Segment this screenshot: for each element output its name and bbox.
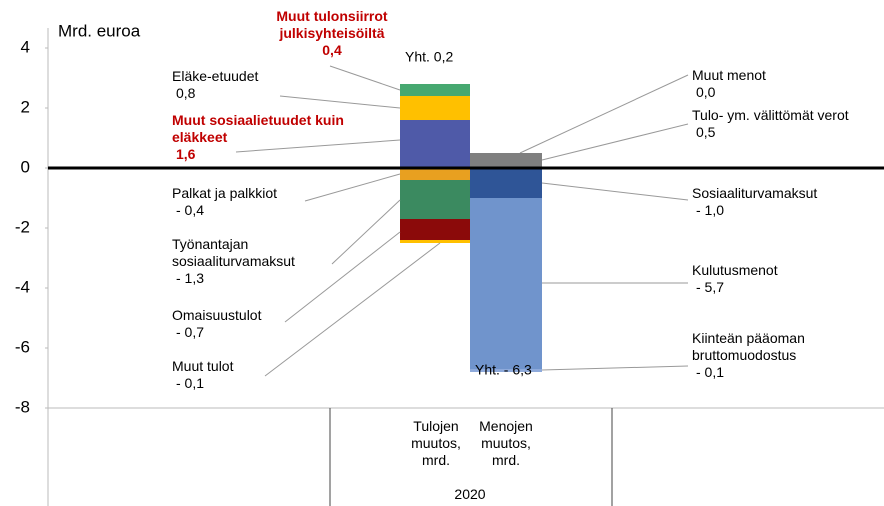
segment-name: Palkat ja palkkiot bbox=[172, 185, 278, 201]
y-tick-label: 2 bbox=[21, 97, 30, 116]
y-tick-label: -6 bbox=[15, 337, 30, 356]
segment-value: - 0,4 bbox=[176, 202, 205, 218]
x-tick-label: Tulojen muutos, mrd. bbox=[411, 418, 461, 468]
group-label: 2020 bbox=[454, 486, 486, 502]
leader-line bbox=[541, 365, 689, 371]
leader-line bbox=[279, 95, 401, 109]
segment-name: Eläke-etuudet bbox=[172, 68, 259, 84]
leader-line bbox=[519, 74, 689, 154]
bar-segment bbox=[400, 168, 470, 180]
bar-segment bbox=[400, 180, 470, 219]
x-tick-label: Menojen muutos, mrd. bbox=[479, 418, 533, 468]
bar-segment bbox=[400, 120, 470, 168]
segment-name: Tulo- ym. välittömät verot bbox=[692, 107, 849, 123]
segment-name: Muut tulot bbox=[172, 358, 234, 374]
segment-name: Muut menot bbox=[692, 67, 766, 83]
y-tick-label: 4 bbox=[21, 37, 30, 56]
leader-line bbox=[235, 139, 401, 153]
segment-label: Omaisuustulot - 0,7 bbox=[172, 307, 362, 341]
segment-label: Eläke-etuudet 0,8 bbox=[172, 68, 362, 102]
y-tick-label: 0 bbox=[21, 157, 30, 176]
segment-value: - 5,7 bbox=[696, 279, 725, 295]
segment-name: Kulutusmenot bbox=[692, 262, 778, 278]
bar-segment bbox=[470, 153, 542, 168]
segment-name: Kiinteän pääoman bruttomuodostus bbox=[692, 330, 805, 363]
segment-value: 0,8 bbox=[176, 85, 196, 101]
bar-segment bbox=[470, 168, 542, 198]
segment-name: Omaisuustulot bbox=[172, 307, 262, 323]
segment-label: Muut tulonsiirrot julkisyhteisöiltä 0,4 bbox=[262, 8, 402, 59]
leader-line bbox=[264, 242, 441, 377]
segment-label: Työnantajan sosiaaliturvamaksut - 1,3 bbox=[172, 236, 362, 287]
segment-label: Tulo- ym. välittömät verot 0,5 bbox=[692, 107, 882, 141]
segment-label: Muut tulot - 0,1 bbox=[172, 358, 362, 392]
y-tick-label: -8 bbox=[15, 397, 30, 416]
segment-value: 0,0 bbox=[696, 84, 716, 100]
segment-name: Muut tulonsiirrot julkisyhteisöiltä bbox=[276, 8, 388, 41]
leader-line bbox=[331, 199, 401, 265]
segment-value: - 0,1 bbox=[696, 364, 725, 380]
segment-value: - 1,3 bbox=[176, 270, 205, 286]
bar-segment bbox=[400, 96, 470, 120]
segment-value: 0,4 bbox=[322, 42, 342, 58]
leader-line bbox=[329, 65, 401, 91]
bar-segment bbox=[400, 240, 470, 243]
segment-value: - 1,0 bbox=[696, 202, 725, 218]
segment-value: 1,6 bbox=[176, 146, 196, 162]
leader-line bbox=[541, 123, 689, 161]
y-axis-title: Mrd. euroa bbox=[58, 21, 141, 40]
segment-value: 0,5 bbox=[696, 124, 716, 140]
segment-label: Muut menot 0,0 bbox=[692, 67, 882, 101]
leader-line bbox=[541, 182, 689, 201]
segment-label: Sosiaaliturvamaksut - 1,0 bbox=[692, 185, 882, 219]
leader-line bbox=[304, 173, 401, 202]
segment-value: - 0,1 bbox=[176, 375, 205, 391]
segment-name: Sosiaaliturvamaksut bbox=[692, 185, 818, 201]
bar-segment bbox=[470, 369, 542, 372]
total-label: Yht. 0,2 bbox=[405, 49, 453, 65]
leader-line bbox=[284, 231, 401, 323]
segment-label: Kiinteän pääoman bruttomuodostus - 0,1 bbox=[692, 330, 882, 381]
segment-value: - 0,7 bbox=[176, 324, 205, 340]
segment-label: Kulutusmenot - 5,7 bbox=[692, 262, 882, 296]
segment-label: Muut sosiaalietuudet kuin eläkkeet 1,6 bbox=[172, 112, 362, 163]
y-tick-label: -4 bbox=[15, 277, 30, 296]
segment-name: Työnantajan sosiaaliturvamaksut bbox=[172, 236, 295, 269]
bar-segment bbox=[400, 219, 470, 240]
total-label: Yht. - 6,3 bbox=[475, 362, 532, 378]
y-tick-label: -2 bbox=[15, 217, 30, 236]
segment-label: Palkat ja palkkiot - 0,4 bbox=[172, 185, 362, 219]
bar-segment bbox=[470, 198, 542, 369]
segment-name: Muut sosiaalietuudet kuin eläkkeet bbox=[172, 112, 344, 145]
bar-segment bbox=[400, 84, 470, 96]
